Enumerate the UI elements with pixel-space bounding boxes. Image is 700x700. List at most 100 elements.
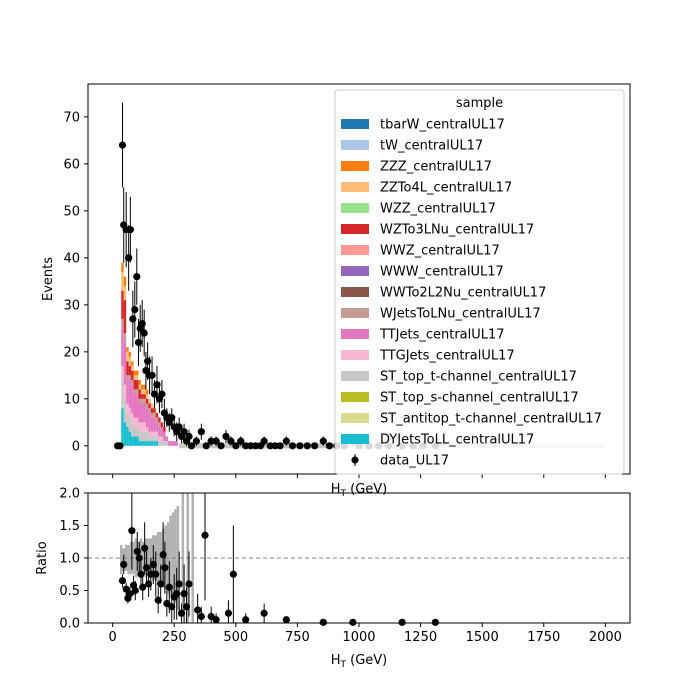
mc-bar-segment [133, 436, 137, 446]
legend-swatch [341, 161, 369, 171]
mc-bar-segment [170, 441, 173, 446]
band-segment [191, 493, 194, 623]
ratio-point [154, 596, 162, 604]
mc-bar-segment [138, 403, 141, 423]
mc-bar-segment [128, 375, 132, 381]
data-point [247, 442, 255, 450]
data-point [192, 437, 200, 445]
ratio-point [120, 560, 128, 569]
mc-bar-segment [121, 380, 124, 409]
legend-entry: tW_centralUL17 [341, 139, 483, 154]
mc-bar-segment [155, 422, 159, 432]
x-tick-label: 0 [108, 630, 116, 645]
data-point [217, 442, 225, 450]
mc-bar-segment [148, 431, 151, 437]
mc-bar-segment [148, 398, 151, 404]
legend-entry: TTJets_centralUL17 [341, 328, 505, 343]
mc-bar-segment [155, 441, 159, 446]
mc-bar-segment [158, 436, 161, 442]
legend-swatch [341, 413, 369, 423]
mc-bar-segment [123, 398, 127, 423]
mc-bar-segment [140, 422, 144, 432]
legend-entry: ZZZ_centralUL17 [341, 160, 492, 175]
legend-entry: tbarW_centralUL17 [341, 118, 505, 133]
mc-bar-segment [136, 380, 139, 390]
data-point [129, 315, 137, 323]
ratio-point [319, 618, 327, 626]
mc-bar-segment [121, 365, 124, 381]
x-tick-label: 500 [223, 630, 248, 645]
data-point [180, 428, 188, 436]
ratio-point [182, 603, 191, 611]
x-tick-label: 250 [162, 630, 187, 645]
mc-bar-segment [136, 370, 139, 376]
ratio-point [185, 580, 193, 588]
data-point [276, 442, 284, 450]
mc-bar-segment [175, 441, 178, 446]
mc-bar-segment [140, 394, 144, 399]
mc-bar-segment [136, 375, 139, 381]
y-tick-label: 0.0 [59, 617, 80, 632]
x-tick-label: 1000 [342, 630, 375, 645]
data-point [260, 437, 268, 445]
legend-label: data_UL17 [380, 454, 449, 469]
mc-bar-segment [131, 370, 134, 381]
mc-bar-segment [168, 441, 171, 446]
mc-bar-segment [138, 422, 141, 432]
mc-bar-segment [155, 417, 159, 423]
data-point [282, 437, 290, 445]
mc-bar-segment [136, 394, 139, 418]
legend-label: WWTo2L2Nu_centralUL17 [380, 286, 546, 301]
legend-label: TTGJets_centralUL17 [379, 349, 515, 364]
ratio-point [128, 527, 136, 535]
data-point [158, 390, 166, 398]
data-point [168, 414, 176, 422]
mc-bar-segment [150, 441, 154, 446]
data-point [311, 442, 319, 450]
mc-bar-segment [136, 436, 139, 446]
data-point [212, 437, 220, 445]
x-tick-label: 1250 [404, 630, 437, 645]
mc-bar-segment [150, 408, 154, 413]
mc-bar-segment [131, 436, 134, 446]
mc-bar-segment [131, 380, 134, 385]
ratio-point [165, 583, 173, 591]
mc-bar-segment [140, 398, 144, 404]
y-tick-label: 30 [63, 298, 80, 313]
legend-swatch [341, 434, 369, 444]
legend-entry: ZZTo4L_centralUL17 [341, 181, 512, 196]
mc-bar-segment [121, 318, 124, 329]
mc-bar-segment [145, 441, 149, 446]
band-segment [147, 538, 150, 575]
mc-bar-segment [153, 417, 156, 432]
ratio-point [147, 570, 155, 578]
mc-bar-segment [133, 417, 137, 428]
ratio-point [224, 609, 233, 617]
legend-entry: WWW_centralUL17 [341, 265, 504, 280]
mc-bar-segment [150, 436, 154, 442]
mc-bar-segment [138, 441, 141, 446]
mc-bar-segment [140, 431, 144, 442]
mc-bar-segment [126, 351, 129, 362]
legend-swatch [341, 350, 369, 360]
ratio-point [349, 618, 357, 626]
main-y-axis-label: Events [41, 257, 56, 301]
band-segment [127, 545, 130, 575]
ratio-point [159, 551, 167, 559]
y-tick-label: 50 [63, 204, 80, 219]
mc-bar-segment [128, 431, 132, 446]
ratio-point [137, 570, 145, 578]
mc-bar-segment [150, 417, 154, 432]
mc-bar-segment [140, 384, 144, 390]
ratio-point [201, 531, 209, 539]
data-point [202, 442, 210, 450]
ratio-point [152, 570, 160, 578]
mc-bar-segment [121, 328, 124, 366]
mc-bar-segment [138, 380, 141, 385]
data-point [148, 371, 156, 379]
mc-bar-segment [155, 431, 159, 437]
ratio-point [180, 590, 188, 598]
mc-bar-segment [128, 351, 132, 357]
legend-swatch [341, 266, 369, 276]
